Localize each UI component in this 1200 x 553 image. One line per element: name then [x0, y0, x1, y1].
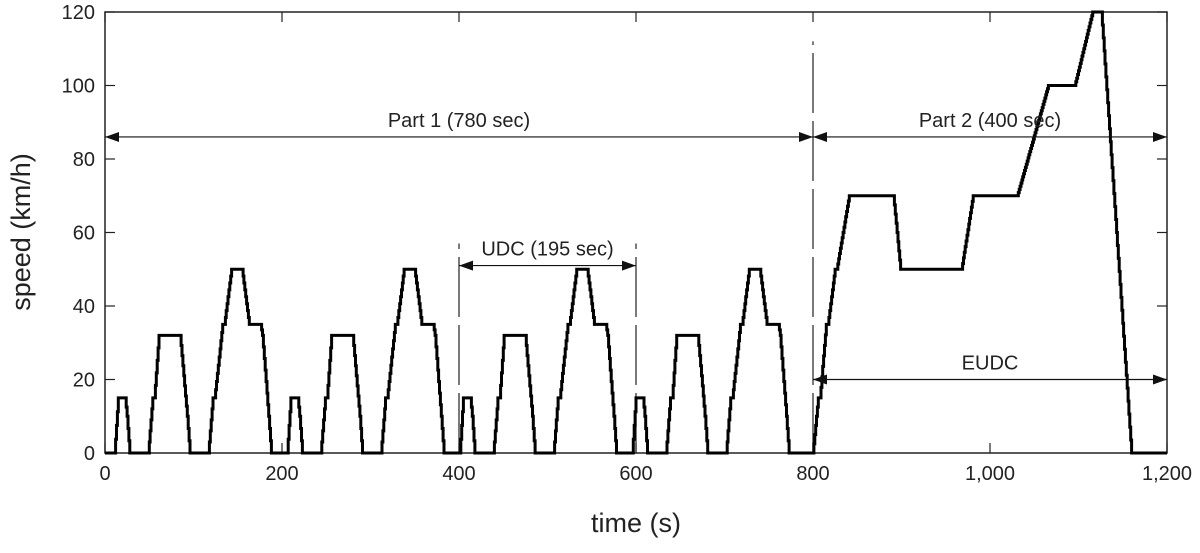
y-tick-label: 60: [73, 223, 95, 245]
arrow-head: [622, 260, 636, 271]
y-tick-label: 40: [73, 296, 95, 318]
x-tick-label: 0: [99, 463, 110, 485]
y-axis-label: speed (km/h): [6, 153, 36, 311]
plot-frame: [104, 11, 1168, 454]
x-tick-label: 600: [619, 463, 652, 485]
x-tick-label: 400: [442, 463, 475, 485]
speed-series-line: [105, 10, 1167, 455]
arrow-head: [1153, 374, 1167, 385]
annotation-label: Part 2 (400 sec): [919, 110, 1061, 132]
y-tick-label: 100: [62, 76, 95, 98]
y-tick-label: 120: [62, 2, 95, 24]
x-tick-label: 1,000: [965, 463, 1015, 485]
annotation-label: Part 1 (780 sec): [388, 110, 530, 132]
arrow-head: [105, 131, 119, 142]
x-tick-label: 200: [265, 463, 298, 485]
arrow-head: [1153, 131, 1167, 142]
x-axis-label: time (s): [591, 508, 681, 538]
arrow-head: [813, 374, 827, 385]
x-tick-label: 1,200: [1142, 463, 1192, 485]
annotation-label: EUDC: [962, 353, 1019, 375]
arrow-head: [813, 131, 827, 142]
y-tick-label: 0: [84, 443, 95, 465]
y-tick-label: 80: [73, 149, 95, 171]
x-tick-label: 800: [796, 463, 829, 485]
arrow-head: [799, 131, 813, 142]
arrow-head: [459, 260, 473, 271]
y-tick-label: 20: [73, 370, 95, 392]
annotation-label: UDC (195 sec): [481, 239, 613, 261]
